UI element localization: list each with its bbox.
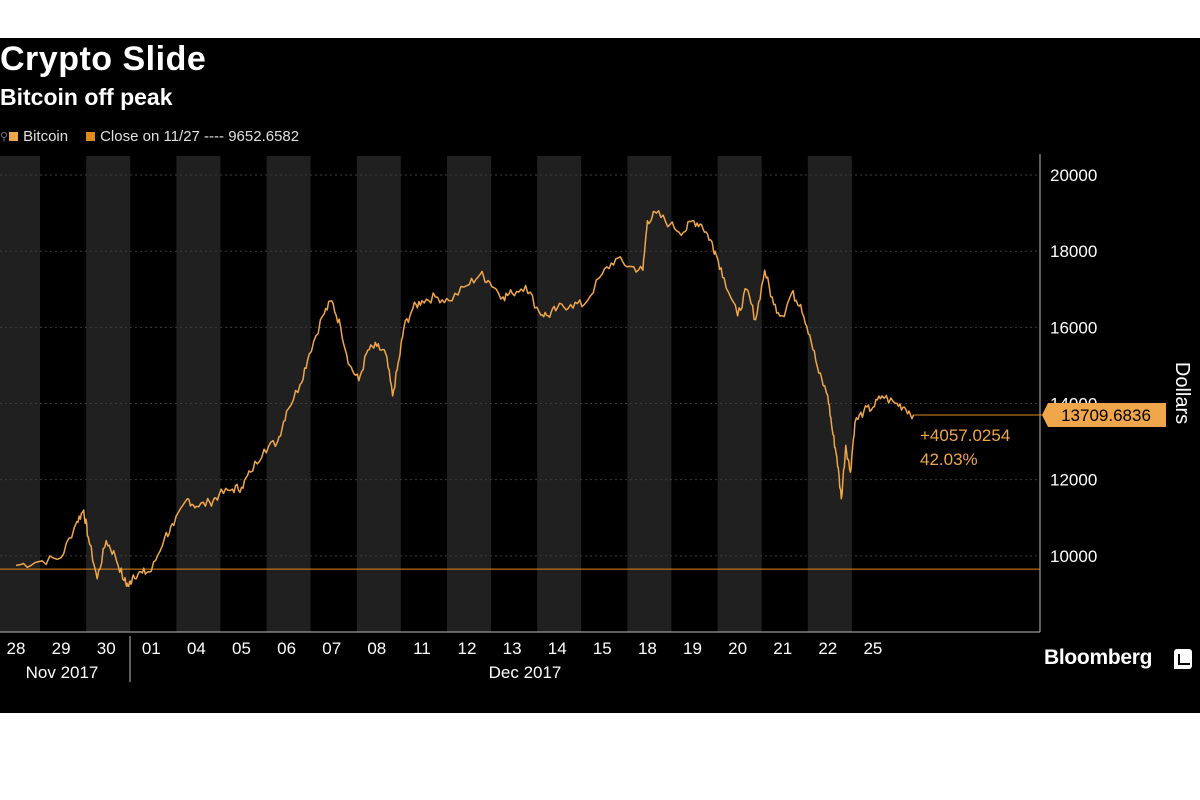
x-tick-label: 30 xyxy=(97,639,116,658)
x-tick-label: 14 xyxy=(548,639,567,658)
day-band xyxy=(0,156,40,632)
legend-item-close: Close on 11/27 ---- 9652.6582 xyxy=(86,128,299,145)
x-month-label: Dec 2017 xyxy=(489,663,562,682)
bloomberg-chart-icon xyxy=(1174,649,1192,669)
page-title: Crypto Slide xyxy=(0,40,207,78)
x-tick-label: 18 xyxy=(638,639,657,658)
legend-swatch-close xyxy=(86,132,96,141)
day-band xyxy=(266,156,311,632)
bitcoin-chart: 200001800016000140001200010000Dollars282… xyxy=(0,154,1193,682)
x-tick-label: 04 xyxy=(187,639,206,658)
legend-marker-icon: ⚲ xyxy=(0,131,9,143)
x-tick-label: 28 xyxy=(7,639,26,658)
x-tick-label: 19 xyxy=(683,639,702,658)
page-subtitle: Bitcoin off peak xyxy=(0,84,173,110)
x-tick-label: 15 xyxy=(593,639,612,658)
last-value-tag xyxy=(1042,402,1166,427)
day-band xyxy=(807,156,852,632)
x-tick-label: 20 xyxy=(728,639,747,658)
x-tick-label: 21 xyxy=(773,639,792,658)
day-band xyxy=(86,156,131,632)
y-tick-label: 12000 xyxy=(1050,471,1097,490)
y-tick-label: 10000 xyxy=(1050,547,1097,566)
legend: ⚲ Bitcoin Close on 11/27 ---- 9652.6582 xyxy=(0,128,317,145)
legend-item-bitcoin: ⚲ Bitcoin xyxy=(0,128,68,145)
x-tick-label: 07 xyxy=(322,639,341,658)
y-tick-label: 18000 xyxy=(1050,242,1097,261)
day-band xyxy=(356,156,401,632)
x-tick-label: 13 xyxy=(503,639,522,658)
y-axis-label: Dollars xyxy=(1171,362,1193,424)
x-tick-label: 11 xyxy=(413,639,431,658)
day-band xyxy=(537,156,582,632)
day-band xyxy=(176,156,221,632)
series-line-bitcoin xyxy=(15,210,915,588)
legend-label-bitcoin: Bitcoin xyxy=(23,128,69,145)
change-label: +4057.0254 xyxy=(920,426,1010,445)
x-tick-label: 22 xyxy=(818,639,837,658)
x-tick-label: 29 xyxy=(52,639,71,658)
y-tick-label: 20000 xyxy=(1050,166,1097,185)
x-tick-label: 05 xyxy=(232,639,251,658)
legend-swatch-bitcoin xyxy=(9,132,19,141)
y-tick-label: 16000 xyxy=(1050,318,1097,337)
x-tick-label: 12 xyxy=(458,639,477,658)
x-tick-label: 01 xyxy=(142,639,161,658)
day-band xyxy=(717,156,762,632)
last-value-label: 13709.6836 xyxy=(1061,406,1151,425)
x-tick-label: 06 xyxy=(277,639,296,658)
legend-label-close: Close on 11/27 ---- 9652.6582 xyxy=(100,128,300,145)
x-tick-label: 25 xyxy=(863,639,882,658)
bloomberg-logo: Bloomberg xyxy=(1044,646,1153,669)
x-month-label: Nov 2017 xyxy=(26,663,99,682)
x-tick-label: 08 xyxy=(367,639,386,658)
change-pct-label: 42.03% xyxy=(920,450,978,469)
day-band xyxy=(627,156,672,632)
day-band xyxy=(447,156,491,632)
